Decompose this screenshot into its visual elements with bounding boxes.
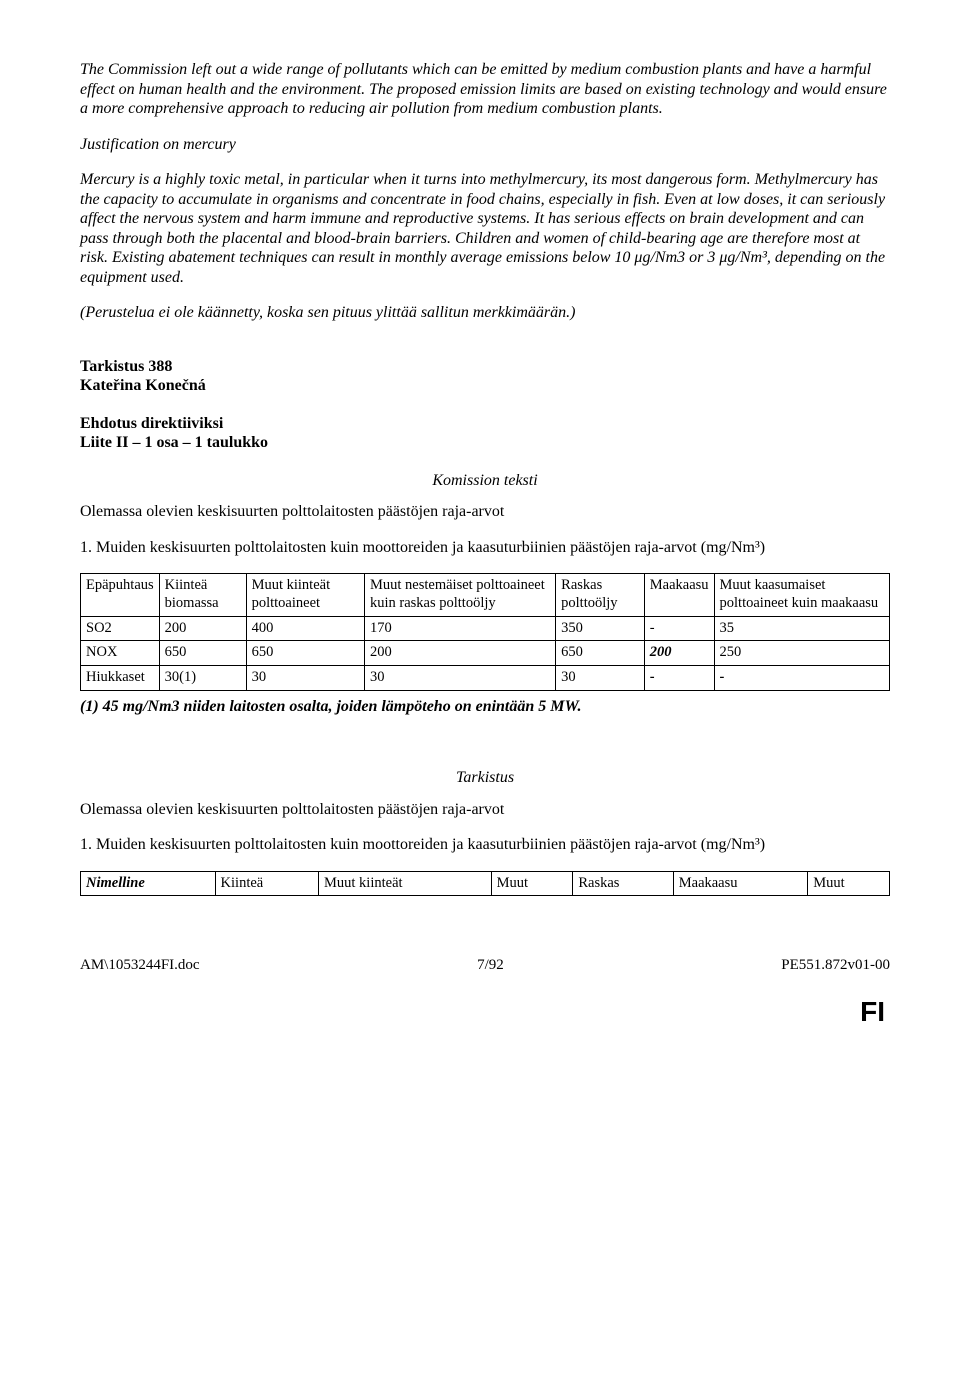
table-cell: Hiukkaset	[81, 666, 160, 691]
emissions-table-1: EpäpuhtausKiinteä biomassaMuut kiinteät …	[80, 573, 890, 690]
table-cell: 650	[246, 641, 364, 666]
emissions-table-2: NimellineKiinteäMuut kiinteätMuutRaskasM…	[80, 871, 890, 897]
table-cell: 200	[159, 616, 246, 641]
table-header-cell: Nimelline	[81, 871, 216, 896]
commission-text-heading: Komission teksti	[80, 471, 890, 491]
not-translated-note: (Perustelua ei ole käännetty, koska sen …	[80, 303, 890, 323]
table-header-cell: Muut kaasumaiset polttoaineet kuin maaka…	[714, 574, 889, 616]
table-header-cell: Epäpuhtaus	[81, 574, 160, 616]
table-cell: 35	[714, 616, 889, 641]
table-header-cell: Maakaasu	[673, 871, 807, 896]
table-header-cell: Muut	[491, 871, 573, 896]
table-cell: 650	[159, 641, 246, 666]
table-header-cell: Raskas polttoöljy	[556, 574, 645, 616]
table-cell: 30	[246, 666, 364, 691]
table-cell: -	[644, 616, 714, 641]
table-cell: NOX	[81, 641, 160, 666]
table-cell: -	[714, 666, 889, 691]
table-cell: 200	[364, 641, 555, 666]
table-cell: SO2	[81, 616, 160, 641]
table-cell: 250	[714, 641, 889, 666]
table-cell: 200	[644, 641, 714, 666]
table-cell: 30	[556, 666, 645, 691]
table-header-cell: Muut nestemäiset polttoaineet kuin raska…	[364, 574, 555, 616]
footer-right: PE551.872v01-00	[781, 956, 890, 974]
footer-center: 7/92	[477, 956, 504, 974]
amendment-number: Tarkistus 388	[80, 357, 890, 377]
table-header-cell: Muut kiinteät	[319, 871, 492, 896]
intro-paragraph-1: The Commission left out a wide range of …	[80, 60, 890, 119]
footer-left: AM\1053244FI.doc	[80, 956, 200, 974]
justification-heading: Justification on mercury	[80, 135, 890, 155]
table-cell: 400	[246, 616, 364, 641]
table-cell: 650	[556, 641, 645, 666]
table-cell: -	[644, 666, 714, 691]
table-header-cell: Muut	[808, 871, 890, 896]
proposal-line: Ehdotus direktiiviksi	[80, 414, 890, 434]
table-cell: 350	[556, 616, 645, 641]
amendment-author: Kateřina Konečná	[80, 376, 890, 396]
annex-line: Liite II – 1 osa – 1 taulukko	[80, 433, 890, 453]
other-plants-sentence-1: 1. Muiden keskisuurten polttolaitosten k…	[80, 538, 890, 558]
mercury-paragraph: Mercury is a highly toxic metal, in part…	[80, 170, 890, 287]
existing-plants-sentence-1: Olemassa olevien keskisuurten polttolait…	[80, 502, 890, 522]
existing-plants-sentence-2: Olemassa olevien keskisuurten polttolait…	[80, 800, 890, 820]
table-header-cell: Kiinteä biomassa	[159, 574, 246, 616]
other-plants-sentence-2: 1. Muiden keskisuurten polttolaitosten k…	[80, 835, 890, 855]
table-cell: 30(1)	[159, 666, 246, 691]
table1-footnote: (1) 45 mg/Nm3 niiden laitosten osalta, j…	[80, 697, 890, 717]
language-code: FI	[80, 995, 890, 1029]
table-header-cell: Raskas	[573, 871, 673, 896]
table-header-cell: Kiinteä	[215, 871, 318, 896]
amendment-heading: Tarkistus	[80, 768, 890, 788]
page-footer: AM\1053244FI.doc 7/92 PE551.872v01-00	[80, 956, 890, 974]
table-header-cell: Muut kiinteät polttoaineet	[246, 574, 364, 616]
table-header-cell: Maakaasu	[644, 574, 714, 616]
table-cell: 30	[364, 666, 555, 691]
table-cell: 170	[364, 616, 555, 641]
